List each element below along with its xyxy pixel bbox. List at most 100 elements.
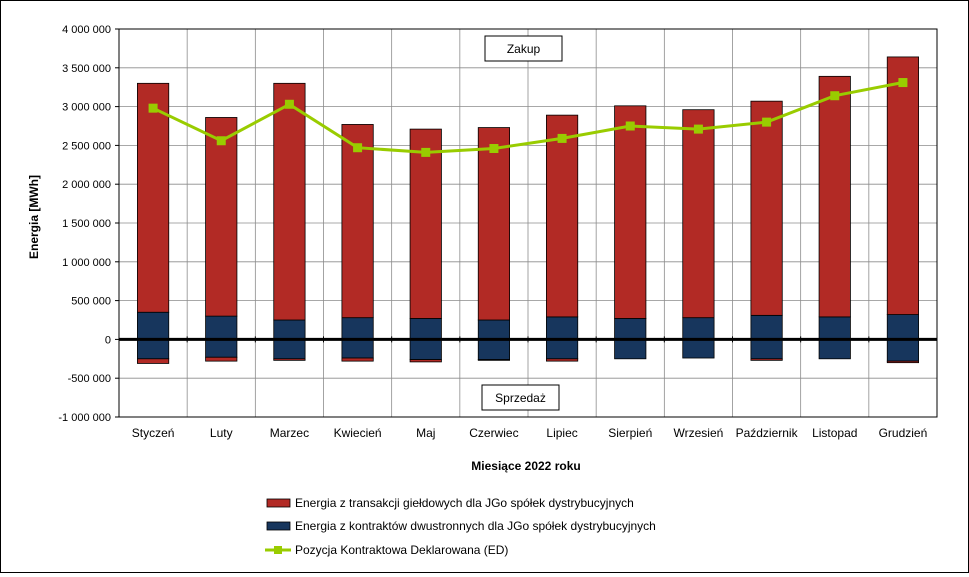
- bar-bilateral-positive: [682, 317, 715, 340]
- bar-series: [137, 56, 919, 364]
- bar-exchange-positive: [750, 100, 783, 316]
- x-axis-title: Miesiące 2022 roku: [471, 459, 580, 473]
- bar-bilateral-negative: [682, 338, 715, 359]
- y-tick-label: 3 500 000: [62, 63, 111, 75]
- bar-exchange-positive: [273, 82, 306, 321]
- x-tick-label: Sierpień: [608, 426, 652, 440]
- position-marker: [762, 117, 772, 127]
- y-tick-label: 1 500 000: [62, 218, 111, 230]
- bar-exchange-positive: [818, 75, 851, 318]
- bar-exchange-negative: [477, 359, 510, 361]
- line-series: [148, 78, 908, 157]
- position-marker: [148, 103, 158, 113]
- bar-bilateral-negative: [205, 338, 238, 358]
- position-marker: [489, 144, 499, 154]
- x-tick-label: Październik: [736, 426, 799, 440]
- x-tick-label: Wrzesień: [674, 426, 724, 440]
- legend-label-position: Pozycja Kontraktowa Deklarowana (ED): [295, 543, 508, 557]
- position-marker: [216, 136, 226, 146]
- position-marker: [353, 143, 363, 153]
- x-tick-label: Luty: [210, 426, 233, 440]
- bar-bilateral-positive: [886, 314, 919, 340]
- x-tick-label: Maj: [416, 426, 435, 440]
- bar-exchange-negative: [273, 358, 306, 361]
- y-tick-label: 1 000 000: [62, 257, 111, 269]
- position-marker: [284, 99, 294, 109]
- bar-exchange-negative: [205, 356, 238, 362]
- legend: Energia z transakcji giełdowych dla JGo …: [265, 496, 656, 557]
- bar-exchange-positive: [477, 127, 510, 321]
- bar-bilateral-positive: [614, 318, 647, 340]
- bar-bilateral-negative: [341, 338, 374, 359]
- position-marker: [625, 121, 635, 131]
- bar-bilateral-negative: [818, 338, 851, 360]
- y-tick-label: 0: [105, 334, 111, 346]
- position-marker: [557, 133, 567, 143]
- legend-swatch-exchange: [266, 498, 291, 508]
- y-tick-label: 4 000 000: [62, 24, 111, 36]
- legend-swatch-bilateral: [266, 521, 291, 531]
- bar-exchange-positive: [409, 128, 442, 319]
- bar-bilateral-positive: [273, 319, 306, 340]
- position-line: [152, 81, 904, 154]
- bar-bilateral-negative: [273, 338, 306, 360]
- position-marker: [830, 91, 840, 101]
- grid-lines: [119, 28, 937, 418]
- bar-bilateral-negative: [750, 338, 783, 360]
- annotation-purchase: Zakup: [484, 35, 563, 62]
- axes: [115, 28, 938, 418]
- legend-item-position: Pozycja Kontraktowa Deklarowana (ED): [265, 543, 508, 557]
- plot-area-border: [118, 28, 938, 418]
- bar-exchange-positive: [137, 82, 170, 313]
- tick-labels: 4 000 000 3 500 000 3 000 000 2 500 000 2 00…: [58, 24, 927, 440]
- x-tick-label: Listopad: [812, 426, 857, 440]
- position-marker: [693, 124, 703, 134]
- bar-exchange-positive: [614, 105, 647, 319]
- y-tick-label: 2 000 000: [62, 179, 111, 191]
- bar-bilateral-negative: [477, 338, 510, 360]
- bar-bilateral-negative: [886, 338, 919, 362]
- bar-bilateral-negative: [409, 338, 442, 360]
- bar-exchange-positive: [682, 109, 715, 319]
- annotation-purchase-text: Zakup: [507, 42, 541, 56]
- bar-exchange-negative: [886, 360, 919, 364]
- bar-exchange-positive: [886, 56, 919, 315]
- bar-exchange-negative: [341, 357, 374, 362]
- bar-bilateral-negative: [546, 338, 579, 360]
- bar-exchange-positive: [546, 114, 579, 318]
- bar-exchange-negative: [546, 358, 579, 362]
- y-tick-label: 500 000: [71, 296, 111, 308]
- legend-swatch-position-marker: [274, 546, 282, 554]
- annotation-sale-text: Sprzedaż: [495, 391, 546, 405]
- bar-exchange-negative: [409, 359, 442, 363]
- bar-bilateral-positive: [409, 318, 442, 340]
- bar-bilateral-positive: [205, 315, 238, 340]
- position-marker: [421, 147, 431, 157]
- y-axis-title: Energia [MWh]: [27, 175, 41, 259]
- bar-bilateral-positive: [137, 311, 170, 340]
- bar-bilateral-negative: [614, 338, 647, 360]
- bar-bilateral-positive: [750, 314, 783, 340]
- legend-item-exchange: Energia z transakcji giełdowych dla JGo …: [266, 496, 634, 510]
- x-tick-label: Czerwiec: [469, 426, 518, 440]
- x-tick-label: Lipiec: [546, 426, 577, 440]
- bar-exchange-negative: [137, 358, 170, 364]
- bar-exchange-negative: [750, 358, 783, 361]
- y-tick-label: -1 000 000: [58, 412, 111, 424]
- y-tick-label: -500 000: [68, 373, 111, 385]
- x-tick-label: Kwiecień: [334, 426, 382, 440]
- annotation-sale: Sprzedaż: [481, 384, 560, 411]
- y-tick-label: 2 500 000: [62, 140, 111, 152]
- legend-item-bilateral: Energia z kontraktów dwustronnych dla JG…: [266, 519, 656, 533]
- x-tick-label: Styczeń: [132, 426, 175, 440]
- bar-bilateral-positive: [818, 316, 851, 340]
- legend-label-bilateral: Energia z kontraktów dwustronnych dla JG…: [295, 519, 656, 533]
- bar-bilateral-positive: [477, 319, 510, 340]
- x-tick-label: Grudzień: [879, 426, 928, 440]
- bar-exchange-positive: [205, 117, 238, 317]
- bar-bilateral-positive: [546, 316, 579, 340]
- x-tick-label: Marzec: [270, 426, 309, 440]
- bar-bilateral-negative: [137, 338, 170, 360]
